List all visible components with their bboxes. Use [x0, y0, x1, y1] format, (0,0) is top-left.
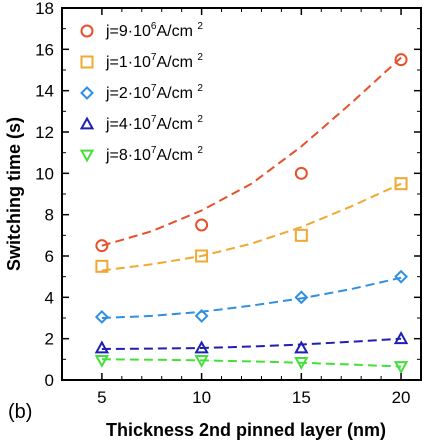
data-point-4: [194, 354, 209, 368]
data-point-2: [94, 310, 109, 324]
data-point-1: [195, 249, 209, 263]
x-axis-title: Thickness 2nd pinned layer (nm): [106, 420, 386, 440]
fit-curve-4: [101, 358, 402, 368]
data-point-2: [394, 269, 408, 284]
legend-marker-3: [79, 116, 95, 130]
legend-label-4: j=8·107A/cm 2: [105, 145, 203, 164]
y-tick-label: 18: [35, 0, 54, 18]
x-tick-label: 20: [392, 388, 411, 407]
y-tick-label: 16: [35, 40, 54, 59]
legend: j=9·106A/cm 2 j=1·107A/cm 2 j=2·107A/cm 2 j…: [79, 21, 203, 164]
y-tick-label: 2: [45, 330, 54, 349]
x-tick-label: 5: [97, 388, 106, 407]
data-point-4: [393, 361, 409, 375]
fit-curve-0: [101, 56, 402, 247]
y-tick-label: 10: [35, 164, 54, 183]
fit-curve-2: [101, 276, 402, 319]
y-axis-title: Switching time (s): [4, 117, 24, 271]
data-point-1: [294, 228, 308, 242]
panel-label: (b): [8, 401, 32, 423]
data-point-2: [294, 290, 309, 305]
x-tick-label: 10: [192, 388, 211, 407]
data-point-2: [194, 309, 209, 323]
legend-label-2: j=2·107A/cm 2: [105, 83, 203, 102]
legend-label-0: j=9·106A/cm 2: [105, 21, 203, 40]
fit-curve-3: [101, 337, 402, 350]
axis-ticks: 5 10 15 20 0 2 4 6 8 10 12 14 16 18: [35, 0, 421, 407]
y-tick-label: 8: [45, 206, 54, 225]
data-point-0: [294, 166, 308, 180]
x-tick-label: 15: [292, 388, 311, 407]
data-point-1: [394, 177, 408, 191]
legend-marker-0: [80, 24, 94, 38]
data-point-0: [95, 239, 109, 253]
y-tick-label: 0: [45, 371, 54, 390]
data-point-1: [95, 259, 109, 273]
data-point-4: [294, 357, 309, 370]
legend-label-1: j=1·107A/cm 2: [105, 52, 203, 71]
data-point-3: [393, 331, 409, 345]
legend-marker-4: [79, 149, 95, 163]
fit-curve-1: [101, 182, 402, 272]
fit-curves: [101, 56, 402, 368]
data-point-3: [194, 340, 209, 354]
data-point-3: [294, 340, 309, 354]
y-tick-label: 12: [35, 123, 54, 142]
y-tick-label: 4: [45, 288, 54, 307]
data-point-3: [94, 340, 110, 354]
y-tick-label: 6: [45, 247, 54, 266]
y-tick-label: 14: [35, 82, 54, 101]
data-point-0: [394, 53, 408, 67]
legend-label-3: j=4·107A/cm 2: [105, 114, 203, 133]
legend-marker-2: [80, 86, 94, 100]
legend-marker-1: [80, 55, 94, 69]
data-point-0: [195, 218, 209, 232]
data-markers: [94, 53, 409, 375]
data-point-4: [94, 354, 110, 368]
